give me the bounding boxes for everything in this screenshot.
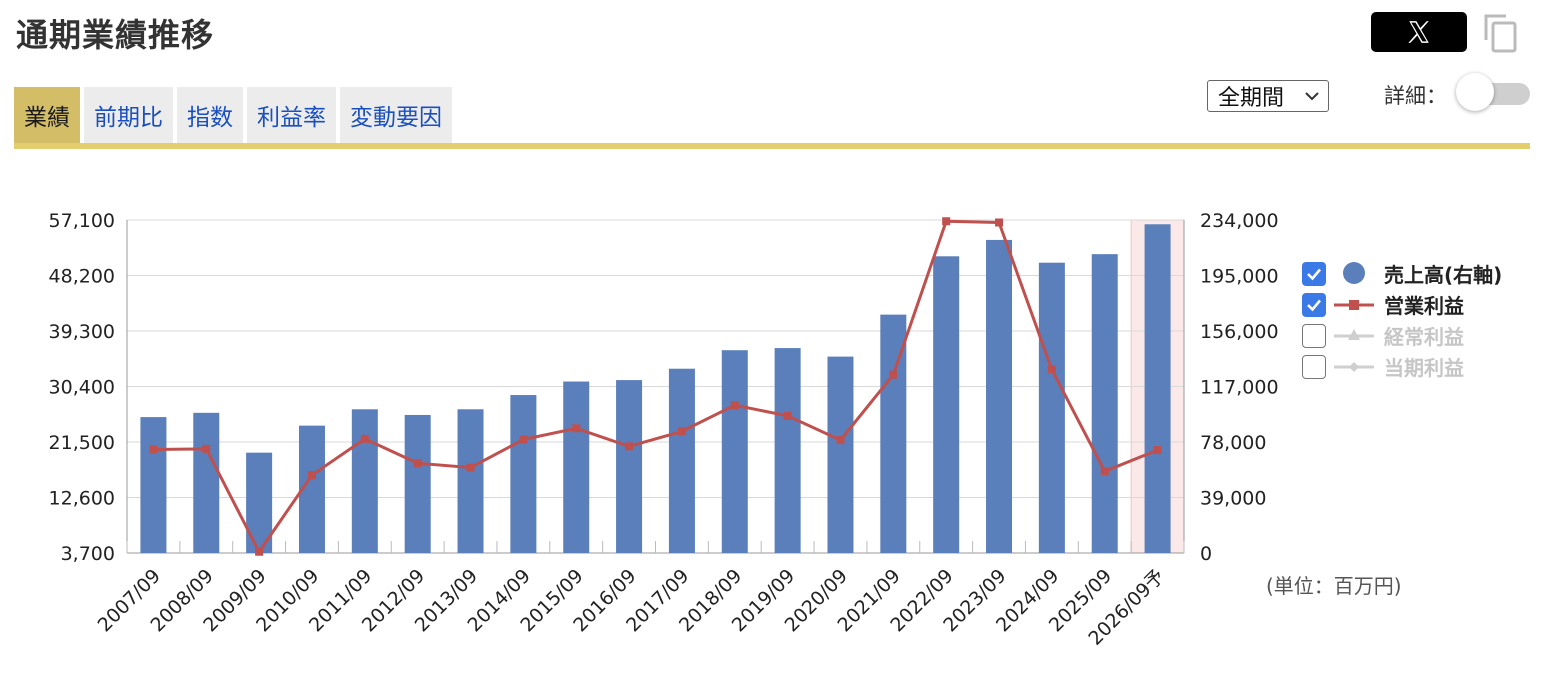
- op-profit-point: [625, 442, 634, 451]
- circle-icon: [1343, 261, 1365, 284]
- sales-bar: [404, 414, 431, 553]
- page-title: 通期業績推移: [16, 16, 215, 54]
- sales-bar: [668, 368, 695, 553]
- sales-bar: [880, 314, 907, 553]
- op-profit-point: [942, 217, 951, 226]
- op-profit-line: [153, 219, 1159, 554]
- op-profit-point: [572, 424, 581, 433]
- op-profit-point: [307, 471, 316, 480]
- sales-bar: [933, 256, 960, 553]
- tab-underline: [14, 143, 1530, 149]
- sales-bar: [774, 348, 801, 553]
- op-profit-point: [466, 463, 475, 472]
- y-left-tick-label: 21,500: [49, 432, 115, 454]
- checkbox-unchecked-icon[interactable]: [1302, 354, 1326, 379]
- op-profit-point: [889, 370, 898, 379]
- tab-hendo-yoin[interactable]: 変動要因: [340, 87, 452, 143]
- y-left-tick-label: 48,200: [49, 266, 115, 288]
- legend-item-net-profit[interactable]: 当期利益: [1302, 351, 1502, 382]
- checkbox-checked-icon[interactable]: [1302, 261, 1326, 286]
- checkbox-unchecked-icon[interactable]: [1302, 323, 1326, 348]
- tab-riekiritsu[interactable]: 利益率: [247, 87, 336, 143]
- sales-bar: [616, 380, 643, 553]
- legend-item-sales[interactable]: 売上高(右軸): [1302, 258, 1502, 289]
- op-profit-point: [1153, 446, 1162, 455]
- chevron-down-icon: [1305, 92, 1319, 101]
- sales-bar: [1038, 262, 1065, 553]
- detail-toggle[interactable]: [1456, 73, 1530, 111]
- period-select-value: 全期間: [1218, 86, 1285, 111]
- tab-gyoseki[interactable]: 業績: [14, 87, 80, 143]
- op-profit-point: [836, 436, 845, 445]
- detail-label: 詳細：: [1384, 84, 1447, 108]
- sales-bar: [140, 417, 167, 553]
- toggle-knob: [1456, 73, 1494, 111]
- sales-bar: [193, 412, 220, 553]
- period-select[interactable]: 全期間: [1207, 80, 1329, 112]
- op-profit-point: [413, 459, 422, 468]
- copy-icon[interactable]: [1482, 12, 1518, 54]
- y-left-tick-label: 57,100: [49, 210, 115, 232]
- y-right-tick-label: 195,000: [1200, 266, 1279, 288]
- legend-label: 営業利益: [1384, 294, 1464, 318]
- op-profit-point: [730, 401, 739, 410]
- sales-bar: [827, 356, 854, 553]
- x-logo-icon: [1408, 21, 1429, 43]
- sales-bar: [1091, 254, 1118, 553]
- chart: 3,700 0 12,600 39,000 21,500 78,000 30,400 117,…: [49, 210, 1279, 650]
- tab-bar: 業績 前期比 指数 利益率 変動要因: [14, 87, 452, 143]
- y-right-tick-label: 156,000: [1200, 321, 1279, 343]
- op-profit-point: [519, 435, 528, 444]
- legend-label: 経常利益: [1384, 325, 1464, 349]
- y-right-tick-label: 234,000: [1200, 210, 1279, 232]
- sales-bar: [457, 409, 484, 553]
- op-profit-point: [995, 218, 1004, 227]
- sales-bar: [1144, 224, 1171, 553]
- op-profit-point: [783, 411, 792, 420]
- op-profit-point: [149, 445, 158, 454]
- op-profit-point: [1047, 365, 1056, 374]
- legend-label: 売上高(右軸): [1384, 263, 1503, 287]
- chart-legend: 売上高(右軸) 営業利益 経常利益 当期利益: [1302, 258, 1502, 382]
- tab-shisu[interactable]: 指数: [177, 87, 243, 143]
- line-square-icon: [1334, 299, 1374, 310]
- y-right-tick-label: 39,000: [1200, 488, 1266, 510]
- y-right-tick-label: 117,000: [1200, 377, 1279, 399]
- tab-zenkihi[interactable]: 前期比: [84, 87, 173, 143]
- legend-item-ordinary-profit[interactable]: 経常利益: [1302, 320, 1502, 351]
- sales-bar: [510, 395, 537, 553]
- y-right-tick-label: 0: [1200, 543, 1212, 565]
- y-left-tick-label: 30,400: [49, 377, 115, 399]
- checkbox-checked-icon[interactable]: [1302, 292, 1326, 317]
- y-left-tick-label: 3,700: [61, 543, 115, 565]
- legend-label: 当期利益: [1384, 356, 1464, 380]
- x-share-button[interactable]: [1371, 12, 1467, 52]
- y-left-tick-label: 39,300: [49, 321, 115, 343]
- sales-bar: [721, 350, 748, 553]
- line-diamond-icon: [1334, 361, 1374, 372]
- legend-item-op-profit[interactable]: 営業利益: [1302, 289, 1502, 320]
- line-triangle-icon: [1334, 328, 1374, 340]
- op-profit-point: [1100, 467, 1109, 476]
- sales-bar: [563, 381, 590, 553]
- op-profit-point: [677, 427, 686, 436]
- op-profit-point: [360, 434, 369, 443]
- y-right-tick-label: 78,000: [1200, 432, 1266, 454]
- op-profit-point: [202, 444, 211, 453]
- sales-bar: [986, 239, 1013, 553]
- y-left-tick-label: 12,600: [49, 488, 115, 510]
- op-profit-point: [255, 547, 264, 556]
- unit-label: (単位：百万円): [1266, 574, 1402, 598]
- sales-bar: [351, 409, 378, 553]
